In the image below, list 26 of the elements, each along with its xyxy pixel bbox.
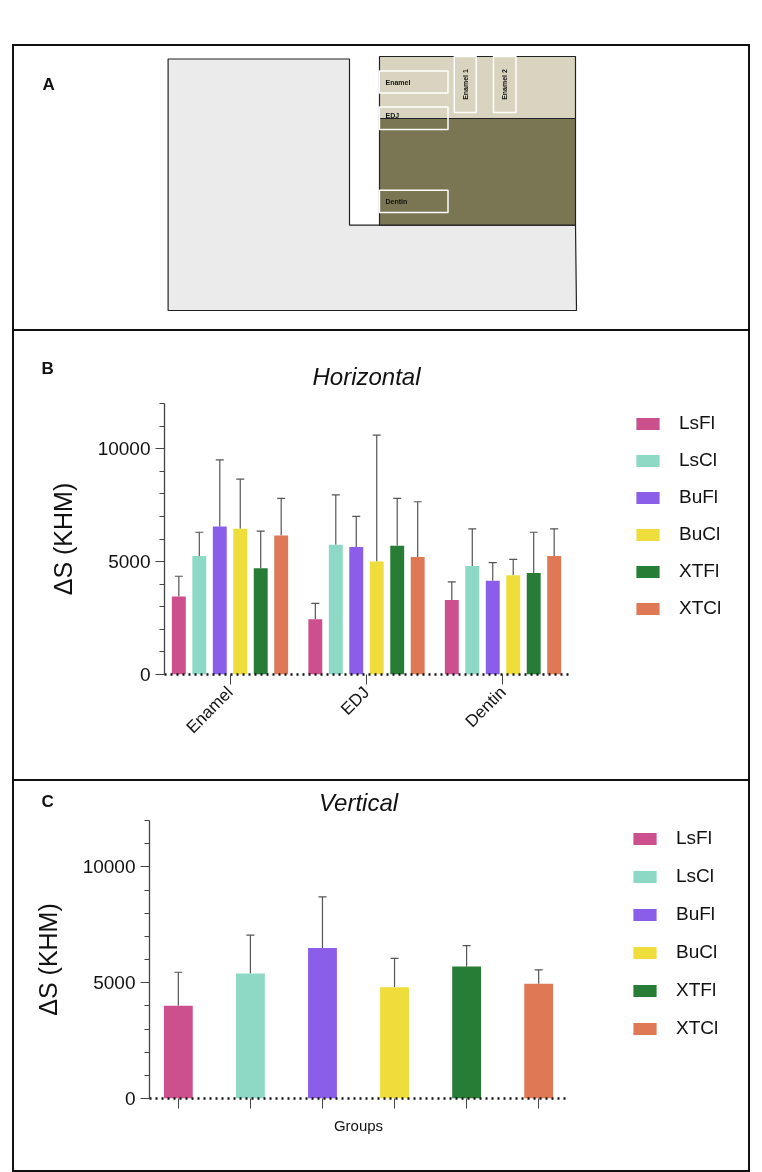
y-tick-label: 5000 — [93, 972, 136, 994]
legend-label: BuCl — [679, 523, 721, 545]
text: A — [42, 75, 55, 94]
legend-label: XTFl — [679, 560, 720, 582]
chart-title: Horizontal — [312, 363, 422, 390]
legend-label: XTCl — [676, 1017, 719, 1039]
y-tick-label: 0 — [139, 664, 151, 685]
y-tick-label: 10000 — [97, 438, 151, 460]
legend-label: LsFl — [679, 412, 715, 434]
legend-label: BuCl — [676, 941, 718, 963]
y-tick-label: 5000 — [108, 551, 151, 573]
text: C — [41, 792, 54, 811]
y-tick-label: 10000 — [82, 856, 136, 878]
legend-label: BuFl — [679, 486, 719, 508]
legend-label: LsCl — [676, 865, 715, 887]
legend-label: BuFl — [676, 903, 716, 925]
x-axis-title: Groups — [333, 1116, 384, 1134]
text: B — [41, 359, 54, 378]
legend-label: XTFl — [676, 979, 717, 1001]
legend-label: LsCl — [679, 449, 718, 471]
chart-title: Vertical — [318, 788, 399, 816]
legend-label: XTCl — [679, 597, 722, 619]
y-axis-title: ΔS (KHM) — [48, 482, 77, 596]
y-tick-label: 0 — [124, 1088, 136, 1109]
legend-label: LsFl — [676, 827, 712, 849]
y-axis-title: ΔS (KHM) — [33, 903, 62, 1016]
